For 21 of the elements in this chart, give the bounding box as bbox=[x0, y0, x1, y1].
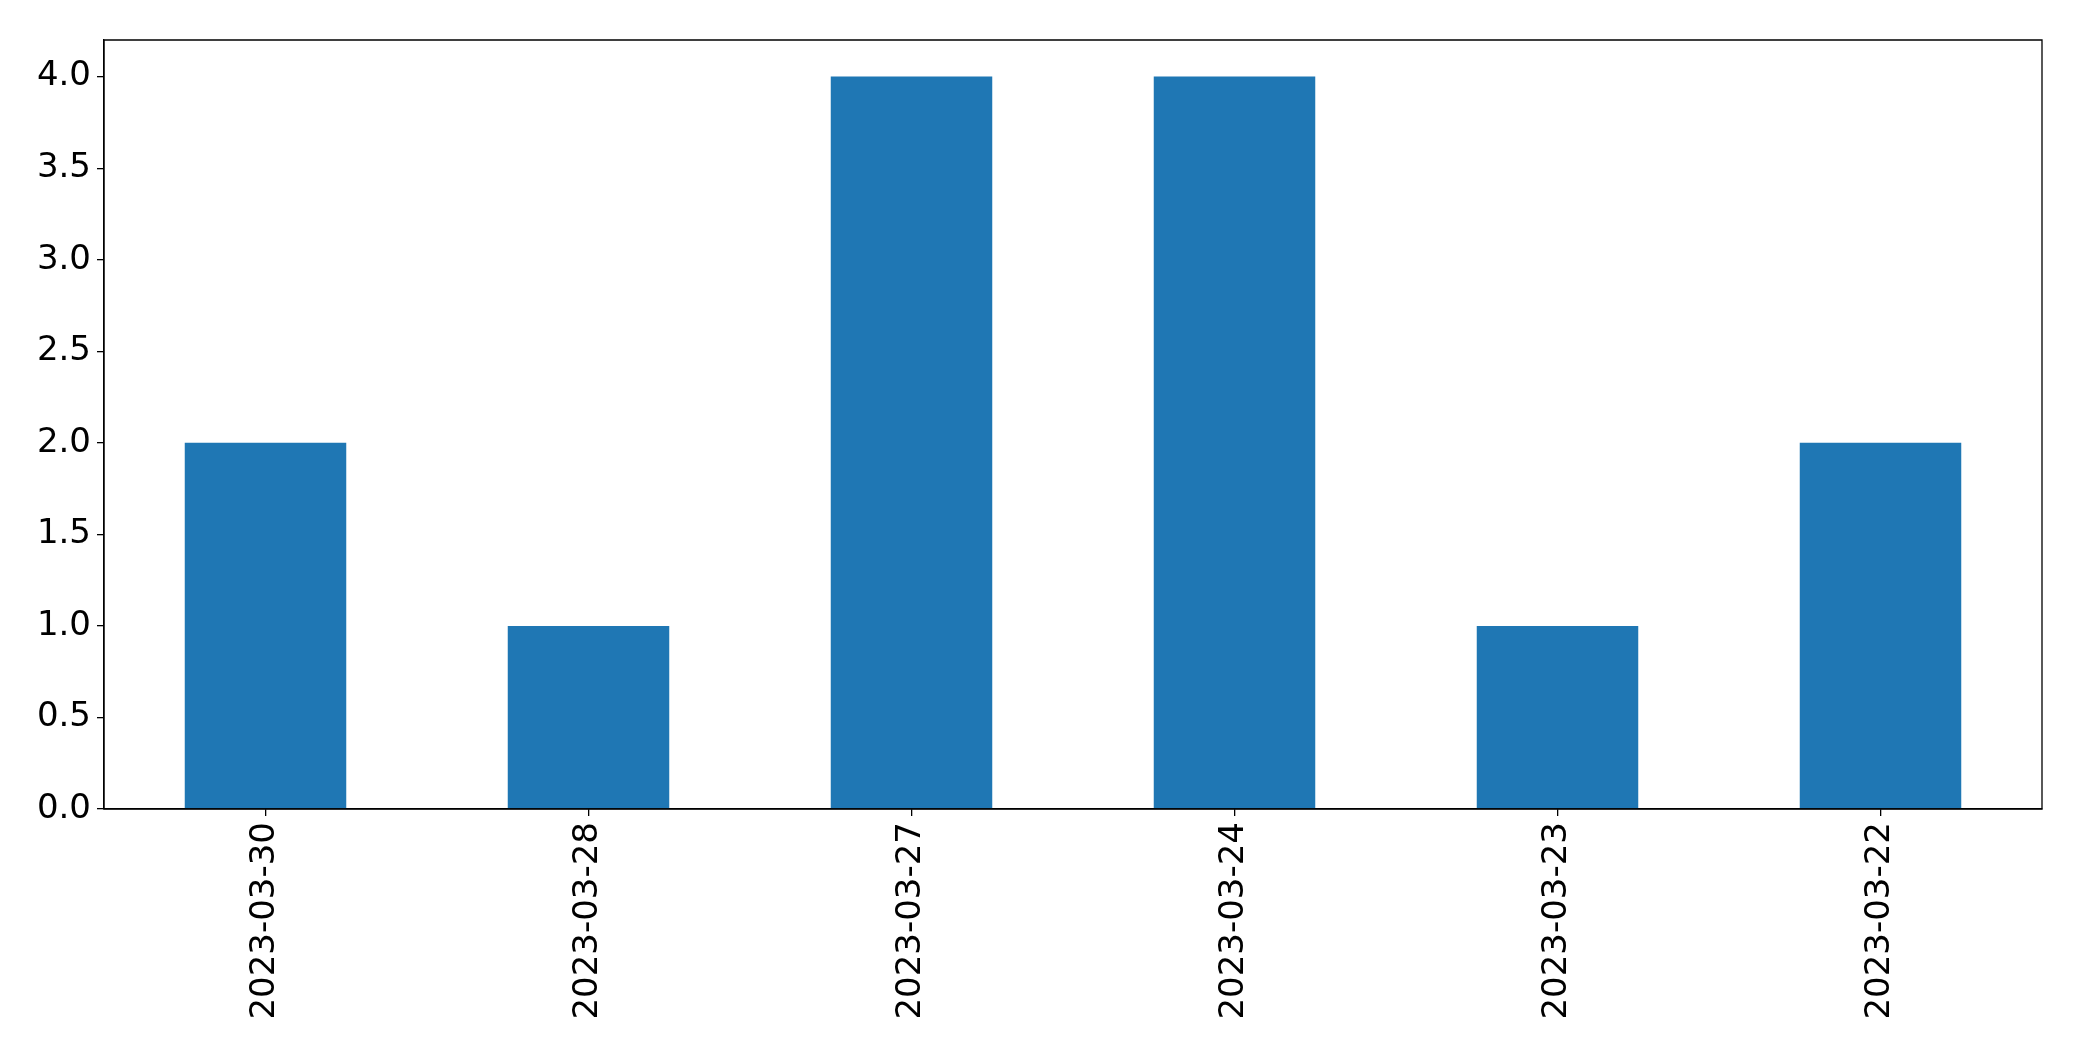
y-tick-label: 0.5 bbox=[36, 694, 91, 735]
y-tick-label: 1.5 bbox=[36, 511, 91, 552]
y-tick-label: 3.0 bbox=[36, 236, 91, 277]
bar bbox=[1153, 76, 1316, 809]
x-tick-label: 2023-03-22 bbox=[1857, 822, 1898, 1020]
x-tick-label: 2023-03-23 bbox=[1534, 822, 1575, 1020]
y-tick-label: 0.0 bbox=[36, 785, 91, 826]
bar bbox=[507, 625, 670, 809]
y-tick-label: 3.5 bbox=[36, 144, 91, 185]
x-tick-label: 2023-03-30 bbox=[242, 822, 283, 1020]
bar bbox=[1476, 625, 1639, 809]
y-tick-label: 4.0 bbox=[36, 53, 91, 94]
bar bbox=[1799, 442, 1962, 809]
x-tick-label: 2023-03-28 bbox=[565, 822, 606, 1020]
bar bbox=[184, 442, 347, 809]
y-tick-label: 2.0 bbox=[36, 419, 91, 460]
y-tick-label: 2.5 bbox=[36, 328, 91, 369]
bar bbox=[830, 76, 993, 809]
y-tick-label: 1.0 bbox=[36, 602, 91, 643]
x-tick-label: 2023-03-27 bbox=[888, 822, 929, 1020]
x-tick-label: 2023-03-24 bbox=[1211, 822, 1252, 1020]
